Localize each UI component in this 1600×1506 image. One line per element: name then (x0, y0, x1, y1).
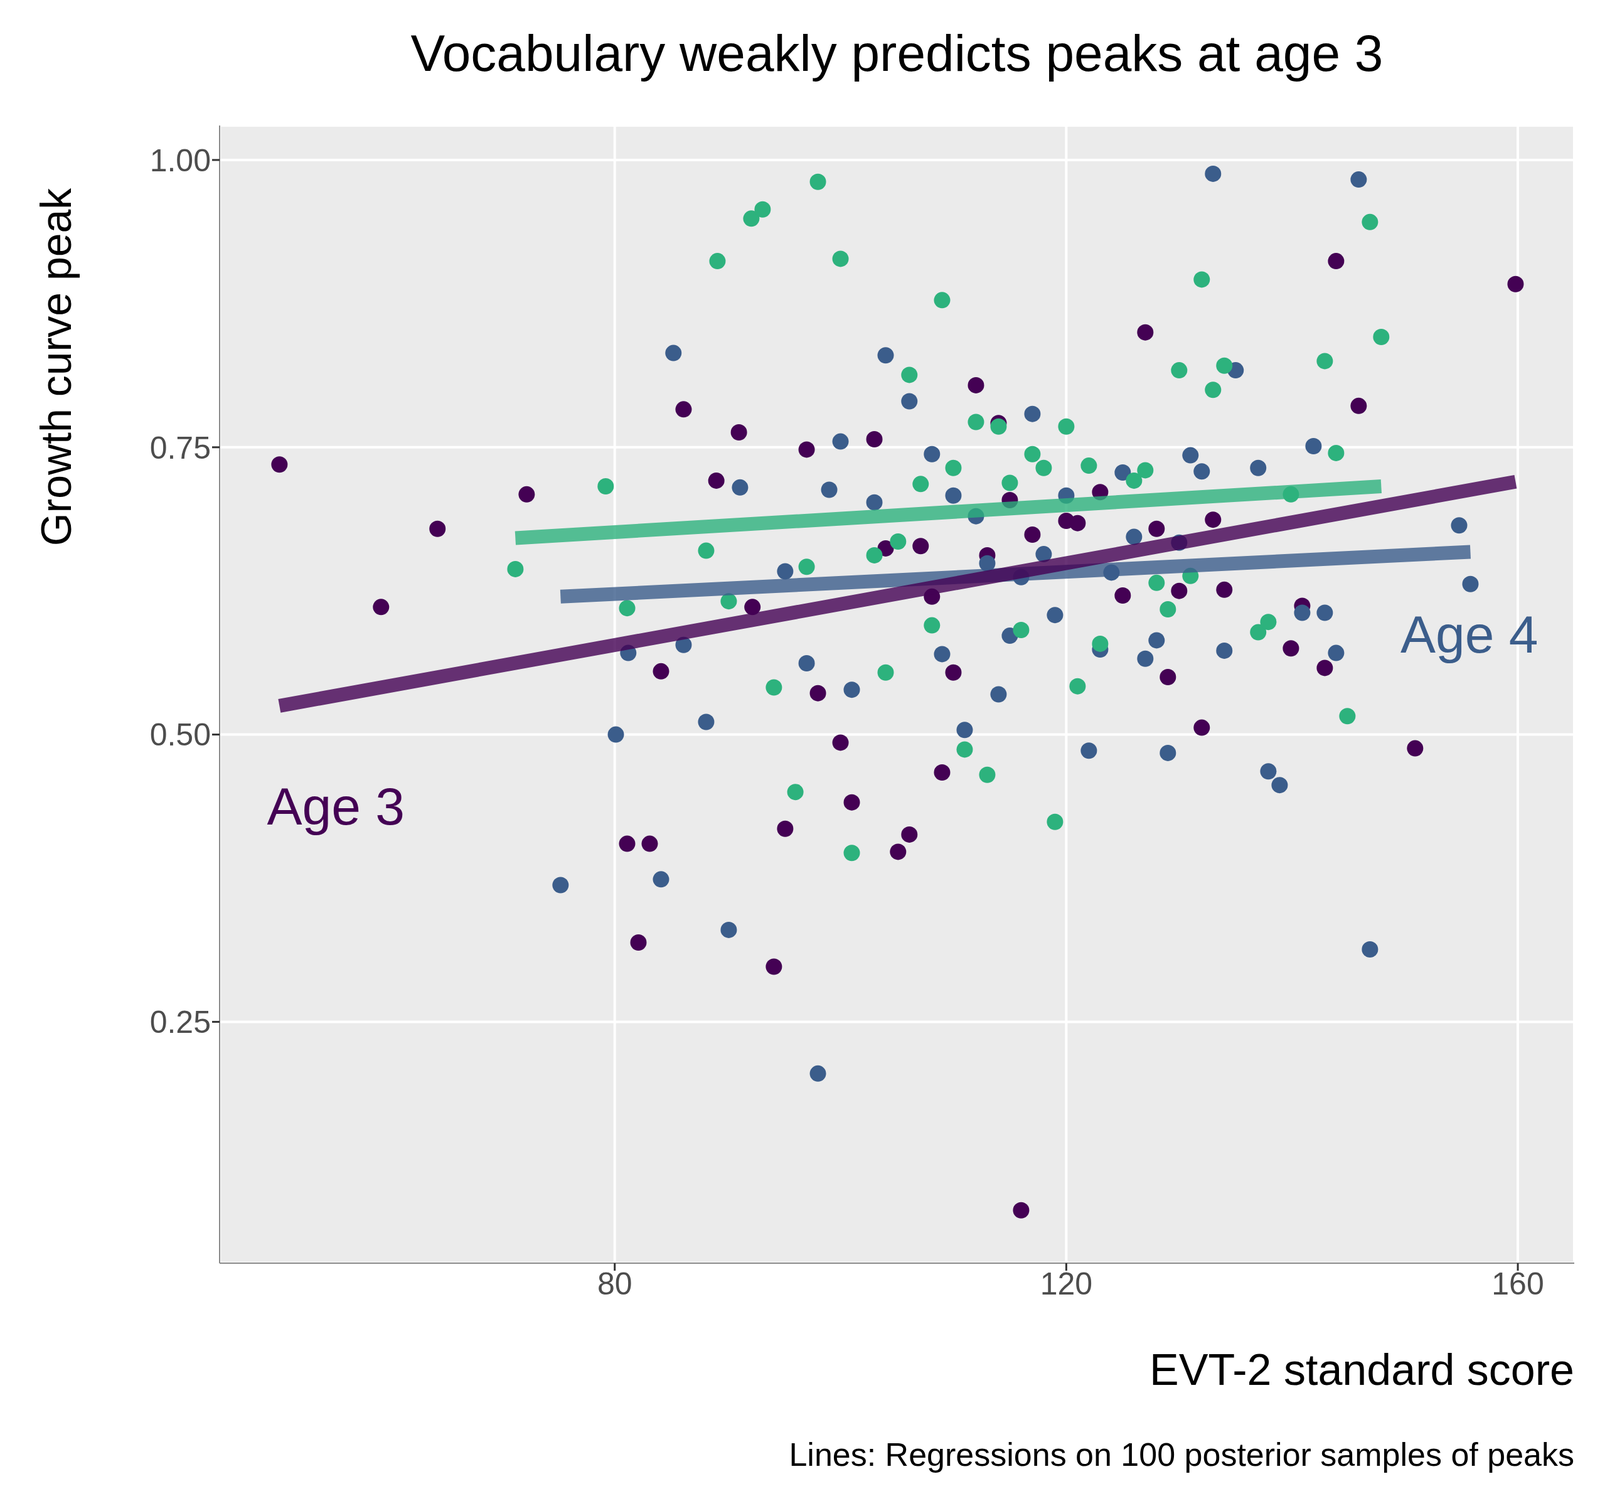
svg-text:160: 160 (1491, 1266, 1544, 1302)
html-text:EVT-2 standard score: EVT-2 standard score (1149, 1345, 1575, 1395)
svg-text:Age 4: Age 4 (1400, 604, 1539, 664)
svg-text:120: 120 (1040, 1266, 1093, 1302)
svg-text:0.75: 0.75 (149, 430, 211, 466)
svg-text:0.50: 0.50 (149, 717, 211, 753)
svg-text:80: 80 (597, 1266, 633, 1302)
svg-text:0.25: 0.25 (149, 1004, 211, 1040)
html-text:Growth curve peak: Growth curve peak (32, 187, 80, 547)
html-text:Vocabulary weakly predicts pea: Vocabulary weakly predicts peaks at age … (410, 24, 1384, 82)
svg-text:Age 3: Age 3 (267, 776, 406, 836)
html-text:Lines: Regressions on 100 post: Lines: Regressions on 100 posterior samp… (788, 1436, 1575, 1473)
svg-text:1.00: 1.00 (149, 143, 211, 179)
